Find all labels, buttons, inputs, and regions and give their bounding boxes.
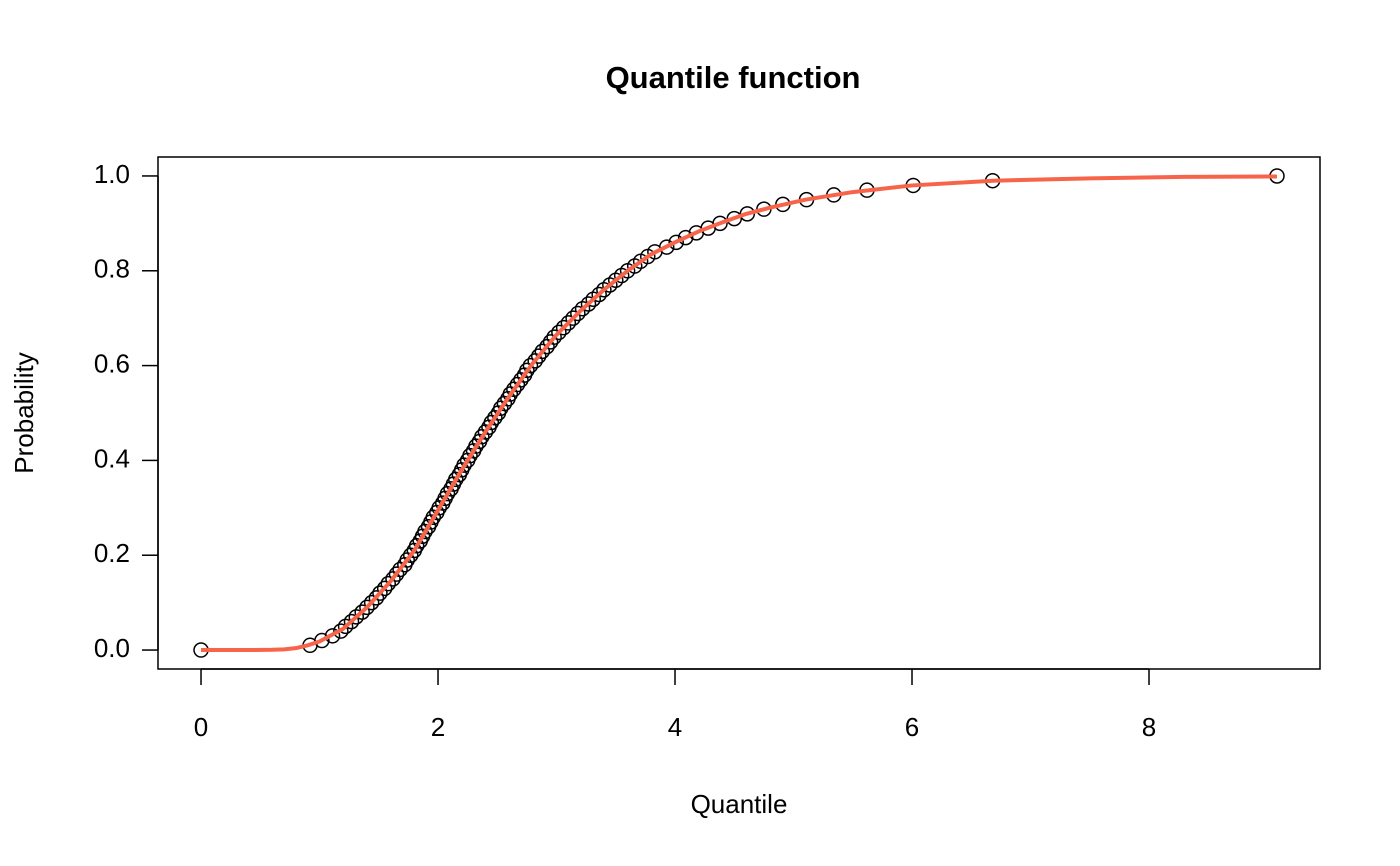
point xyxy=(324,628,341,644)
point xyxy=(534,343,551,360)
point xyxy=(376,580,393,597)
point xyxy=(551,324,567,341)
point xyxy=(522,357,539,374)
x-tick-label: 0 xyxy=(194,712,208,742)
point xyxy=(519,362,535,379)
point xyxy=(333,623,349,639)
y-tick-label: 0.2 xyxy=(94,538,130,568)
point xyxy=(314,632,330,649)
x-tick-label: 8 xyxy=(1142,712,1156,742)
y-tick-label: 1.0 xyxy=(94,159,130,189)
point xyxy=(530,348,547,364)
point xyxy=(565,310,581,326)
plot-frame xyxy=(157,156,1321,670)
y-tick-label: 0.0 xyxy=(94,633,130,663)
y-tick-label: 0.6 xyxy=(94,348,130,378)
point xyxy=(368,590,385,606)
point xyxy=(712,215,728,232)
point xyxy=(372,585,388,601)
y-tick-label: 0.8 xyxy=(94,254,130,284)
point xyxy=(560,315,577,331)
chart-title: Quantile function xyxy=(606,60,861,95)
point xyxy=(677,229,694,246)
x-tick-label: 2 xyxy=(431,712,445,742)
x-axis-label: Quantile xyxy=(691,789,788,819)
point xyxy=(658,239,675,255)
point xyxy=(555,319,572,336)
point xyxy=(570,305,586,322)
x-tick-label: 4 xyxy=(668,712,682,742)
point xyxy=(343,613,360,630)
y-axis-label: Probability xyxy=(9,352,39,473)
point xyxy=(363,594,380,611)
point xyxy=(388,566,405,582)
point xyxy=(542,334,559,350)
point xyxy=(591,286,607,303)
point xyxy=(380,575,396,592)
x-tick-label: 6 xyxy=(905,712,919,742)
point xyxy=(668,234,684,251)
y-tick-label: 0.4 xyxy=(94,443,130,473)
point xyxy=(359,599,375,616)
point xyxy=(546,329,562,345)
cdf-line xyxy=(201,174,1277,653)
point xyxy=(580,296,597,312)
point xyxy=(354,604,370,620)
